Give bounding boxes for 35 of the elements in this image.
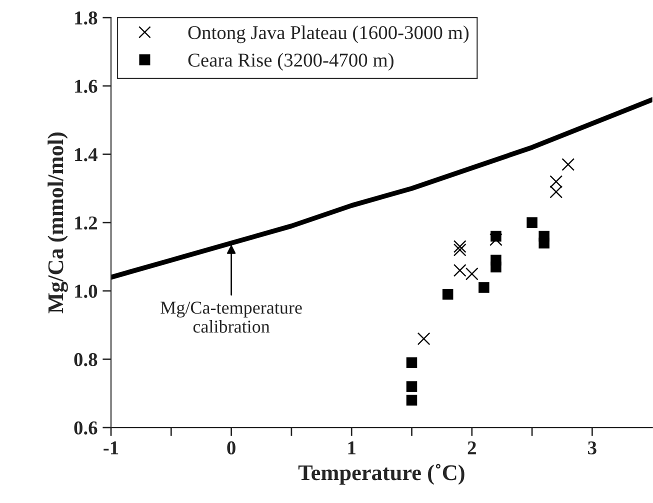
x-tick-label: 2	[468, 441, 476, 454]
x-tick-label: 3	[588, 441, 596, 454]
x-tick-label: 1	[348, 441, 356, 454]
y-tick-label: 0.8	[74, 353, 98, 366]
y-axis-title: Mg/Ca (mmol/mol)	[48, 132, 68, 314]
point	[550, 175, 563, 188]
annotation: Mg/Ca-temperature calibration	[160, 302, 302, 333]
point	[406, 381, 418, 392]
y-tick-label: 1.2	[75, 216, 97, 230]
y-tick-label: 1.8	[75, 11, 98, 25]
point	[478, 282, 490, 293]
point	[526, 217, 538, 228]
x-axis-title: Temperature (˚C)	[298, 464, 464, 485]
x-tick-label: 0	[227, 441, 236, 454]
y-tick-label: 1.0	[75, 284, 98, 298]
point	[562, 158, 575, 171]
point	[406, 357, 418, 368]
point	[490, 233, 502, 246]
point	[453, 264, 466, 277]
y-tick-label: 0.6	[74, 421, 98, 435]
point	[538, 238, 550, 248]
point	[417, 332, 430, 346]
point	[442, 288, 454, 300]
point	[550, 185, 563, 198]
x-tick-label: -1	[104, 441, 118, 454]
point	[406, 394, 418, 406]
line-series	[111, 97, 652, 280]
point	[465, 267, 478, 280]
y-tick-label: 1.6	[75, 80, 98, 93]
legend-label: Ceara Rise (3200-4700 m)	[188, 53, 394, 71]
point	[490, 262, 502, 272]
y-tick-label: 1.4	[75, 148, 98, 162]
legend-label: Ontong Java Plateau (1600-3000 m)	[188, 26, 469, 44]
point	[453, 243, 466, 256]
point	[453, 240, 466, 253]
